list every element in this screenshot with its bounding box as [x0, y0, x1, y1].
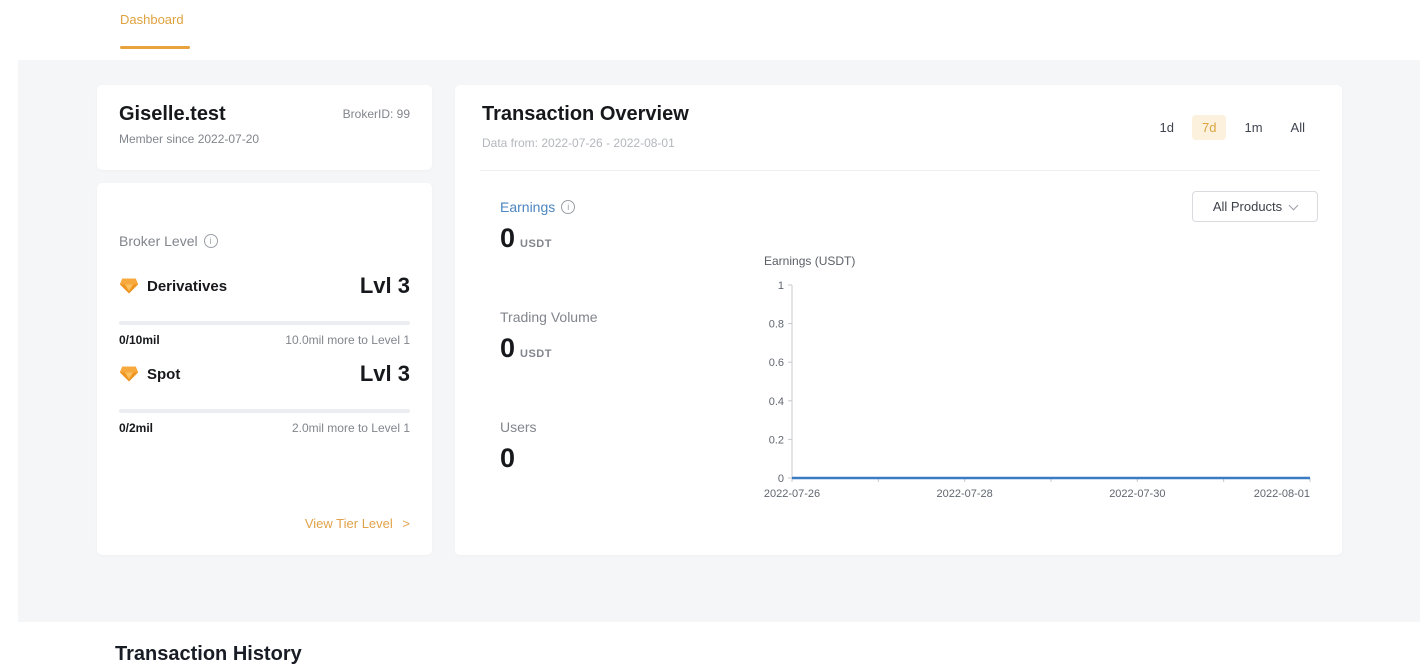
range-button-1d[interactable]: 1d [1159, 120, 1175, 135]
gem-icon [119, 278, 139, 294]
level-row-spot: Spot Lvl 3 [119, 361, 410, 387]
range-button-1m[interactable]: 1m [1244, 120, 1263, 135]
info-icon[interactable]: i [203, 234, 218, 248]
svg-text:0: 0 [778, 473, 784, 485]
info-icon[interactable]: i [561, 200, 576, 214]
svg-text:0.6: 0.6 [769, 357, 784, 369]
svg-text:0.8: 0.8 [769, 319, 784, 331]
svg-text:1: 1 [778, 280, 784, 292]
page-background: Giselle.test BrokerID: 99 Member since 2… [18, 60, 1420, 665]
progress-label: 0/2mil [119, 421, 154, 435]
progress-remaining: 10.0mil more to Level 1 [285, 333, 410, 347]
transaction-overview-card: Transaction Overview Data from: 2022-07-… [455, 85, 1342, 555]
broker-level-card: Broker Level i Derivatives Lvl 3 0/10mil… [97, 183, 432, 555]
user-card: Giselle.test BrokerID: 99 Member since 2… [97, 85, 432, 170]
progress-bar [119, 321, 410, 325]
progress-label: 0/10mil [119, 333, 160, 347]
metric-trading-volume-label[interactable]: Trading Volume [500, 309, 730, 325]
gem-icon [119, 366, 139, 382]
transaction-history-title: Transaction History [115, 643, 302, 665]
level-value: Lvl 3 [359, 273, 410, 298]
metric-trading-volume-unit: USDT [520, 348, 552, 360]
range-button-all[interactable]: All [1290, 120, 1305, 135]
products-dropdown-value: All Products [1212, 199, 1283, 214]
overview-title: Transaction Overview [482, 103, 689, 125]
divider [480, 170, 1320, 171]
metric-users-value: 0 [500, 443, 516, 473]
chevron-right-icon: > [402, 516, 410, 531]
svg-text:0.4: 0.4 [769, 396, 784, 408]
metric-earnings-value: 0 [500, 223, 516, 253]
metric-users-text: Users [500, 419, 537, 435]
metric-trading-volume-text: Trading Volume [500, 309, 598, 325]
svg-text:2022-07-28: 2022-07-28 [937, 488, 993, 500]
level-name: Spot [147, 365, 181, 383]
metrics-column: Earnings i 0 USDT Trading Volume 0 USDT Us… [500, 199, 730, 529]
metric-users-label[interactable]: Users [500, 419, 730, 435]
broker-id: BrokerID: 99 [342, 107, 410, 121]
products-dropdown[interactable]: All Products [1192, 191, 1318, 222]
metric-earnings-label[interactable]: Earnings i [500, 199, 730, 215]
tab-active-underline [120, 46, 190, 49]
svg-text:2022-07-26: 2022-07-26 [764, 488, 820, 500]
progress-remaining: 2.0mil more to Level 1 [291, 421, 410, 435]
earnings-chart: Earnings (USDT) 0 0.2 0.4 0.6 0.8 1 2022-07-26 2… [740, 245, 1340, 510]
level-row-derivatives: Derivatives Lvl 3 [119, 273, 410, 299]
svg-text:0.2: 0.2 [769, 434, 784, 446]
user-name: Giselle.test [119, 103, 226, 125]
metric-earnings-unit: USDT [520, 238, 552, 250]
member-since: Member since 2022-07-20 [119, 132, 260, 146]
chevron-down-icon [1288, 200, 1299, 210]
broker-level-title: Broker Level [119, 233, 198, 249]
time-range-selector: 1d 7d 1m All [1150, 115, 1315, 140]
overview-subtitle: Data from: 2022-07-26 - 2022-08-01 [482, 136, 675, 150]
level-value: Lvl 3 [359, 361, 410, 386]
tab-dashboard-label: Dashboard [120, 12, 184, 27]
level-name: Derivatives [147, 277, 228, 295]
view-tier-label: View Tier Level [304, 516, 393, 531]
svg-text:2022-07-30: 2022-07-30 [1109, 488, 1165, 500]
progress-bar [119, 409, 410, 413]
metric-trading-volume-value: 0 [500, 333, 516, 363]
metric-earnings-text: Earnings [500, 199, 556, 215]
range-button-7d[interactable]: 7d [1192, 115, 1227, 140]
topbar: Dashboard [0, 0, 1420, 60]
view-tier-link[interactable]: View Tier Level > [305, 516, 410, 531]
svg-text:2022-08-01: 2022-08-01 [1254, 488, 1310, 500]
svg-text:Earnings (USDT): Earnings (USDT) [764, 254, 855, 268]
tab-dashboard[interactable]: Dashboard [120, 12, 190, 49]
